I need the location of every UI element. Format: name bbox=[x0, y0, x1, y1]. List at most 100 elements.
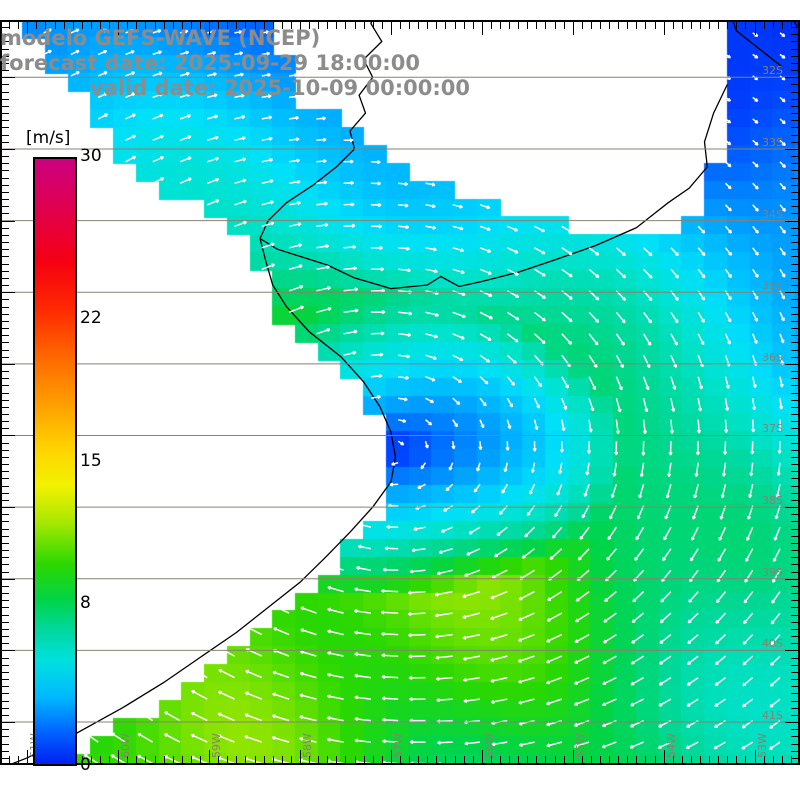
axis-tick bbox=[727, 22, 729, 29]
axis-tick bbox=[745, 756, 747, 763]
longitude-label-53w: 53W bbox=[755, 733, 769, 758]
axis-tick bbox=[785, 578, 798, 580]
axis-tick bbox=[609, 756, 611, 763]
axis-tick bbox=[791, 707, 798, 709]
axis-tick bbox=[281, 22, 283, 29]
axis-tick bbox=[100, 22, 101, 29]
axis-tick bbox=[236, 756, 238, 763]
axis-tick bbox=[381, 756, 383, 763]
axis-tick bbox=[791, 141, 798, 143]
axis-tick bbox=[109, 756, 111, 763]
axis-tick bbox=[254, 22, 256, 29]
map-plot-area bbox=[0, 20, 800, 765]
axis-tick bbox=[2, 356, 9, 358]
axis-tick bbox=[172, 22, 174, 29]
axis-tick bbox=[2, 593, 9, 595]
axis-tick bbox=[2, 177, 9, 179]
axis-tick bbox=[272, 756, 274, 763]
axis-tick bbox=[791, 514, 798, 516]
axis-tick bbox=[336, 756, 338, 763]
axis-tick bbox=[618, 22, 620, 29]
axis-tick bbox=[27, 22, 29, 35]
axis-tick bbox=[2, 199, 9, 201]
axis-tick bbox=[427, 756, 429, 763]
axis-tick bbox=[791, 442, 798, 444]
axis-tick bbox=[785, 363, 798, 365]
axis-tick bbox=[154, 22, 156, 29]
axis-tick bbox=[791, 528, 798, 530]
axis-tick bbox=[445, 756, 447, 763]
axis-tick bbox=[791, 643, 798, 645]
axis-tick bbox=[791, 263, 798, 265]
axis-tick bbox=[2, 406, 9, 408]
axis-tick bbox=[400, 22, 401, 29]
axis-tick bbox=[2, 156, 9, 158]
axis-tick bbox=[290, 756, 292, 763]
axis-tick bbox=[791, 757, 798, 759]
axis-tick bbox=[172, 756, 174, 763]
axis-tick bbox=[2, 485, 9, 487]
axis-tick bbox=[791, 664, 798, 666]
axis-tick bbox=[791, 478, 798, 480]
axis-tick bbox=[2, 714, 9, 716]
axis-tick bbox=[2, 757, 9, 759]
axis-tick bbox=[700, 756, 701, 763]
longitude-label-57w: 57W bbox=[391, 733, 405, 758]
axis-tick bbox=[2, 328, 9, 330]
latitude-label-38s: 38S bbox=[762, 494, 783, 508]
axis-tick bbox=[2, 435, 15, 437]
axis-tick bbox=[27, 750, 29, 763]
axis-tick bbox=[791, 184, 798, 186]
axis-tick bbox=[2, 643, 9, 645]
colorbar bbox=[33, 157, 77, 766]
axis-tick bbox=[2, 478, 9, 480]
title-forecast-line: forecast date: 2025-09-29 18:00:00 bbox=[0, 51, 420, 75]
axis-tick bbox=[736, 22, 738, 29]
axis-tick bbox=[2, 113, 9, 115]
axis-tick bbox=[327, 22, 329, 29]
axis-tick bbox=[372, 22, 374, 29]
axis-tick bbox=[2, 105, 9, 107]
axis-tick bbox=[791, 471, 798, 473]
axis-tick bbox=[81, 756, 83, 763]
axis-tick bbox=[627, 756, 629, 763]
axis-tick bbox=[785, 435, 798, 437]
axis-tick bbox=[791, 456, 798, 458]
axis-tick bbox=[672, 756, 674, 763]
axis-tick bbox=[791, 600, 798, 602]
colorbar-tick-22: 22 bbox=[80, 308, 102, 329]
axis-tick bbox=[2, 729, 9, 731]
axis-tick bbox=[627, 22, 629, 29]
axis-tick bbox=[654, 756, 656, 763]
axis-tick bbox=[2, 492, 9, 494]
axis-tick bbox=[791, 48, 798, 50]
axis-tick bbox=[272, 22, 274, 29]
axis-tick bbox=[36, 22, 38, 29]
axis-tick bbox=[454, 22, 456, 29]
axis-tick bbox=[754, 22, 756, 35]
axis-tick bbox=[2, 299, 9, 301]
axis-tick bbox=[145, 756, 147, 763]
longitude-label-56w: 56W bbox=[482, 733, 496, 758]
latitude-label-40s: 40S bbox=[762, 637, 783, 651]
axis-tick bbox=[318, 756, 320, 763]
axis-tick bbox=[136, 756, 138, 763]
axis-tick bbox=[2, 650, 15, 652]
axis-tick bbox=[436, 22, 438, 29]
axis-tick bbox=[2, 743, 9, 745]
axis-tick bbox=[2, 206, 9, 208]
axis-tick bbox=[791, 492, 798, 494]
axis-tick bbox=[2, 542, 9, 544]
axis-tick bbox=[545, 22, 547, 29]
axis-tick bbox=[209, 22, 211, 35]
axis-tick bbox=[2, 413, 9, 415]
axis-tick bbox=[2, 20, 9, 21]
axis-tick bbox=[791, 693, 798, 695]
axis-tick bbox=[354, 22, 356, 29]
axis-tick bbox=[763, 22, 765, 29]
axis-tick bbox=[200, 22, 201, 29]
axis-tick bbox=[227, 756, 229, 763]
axis-tick bbox=[791, 535, 798, 537]
latitude-label-37s: 37S bbox=[762, 422, 783, 436]
axis-tick bbox=[791, 571, 798, 573]
